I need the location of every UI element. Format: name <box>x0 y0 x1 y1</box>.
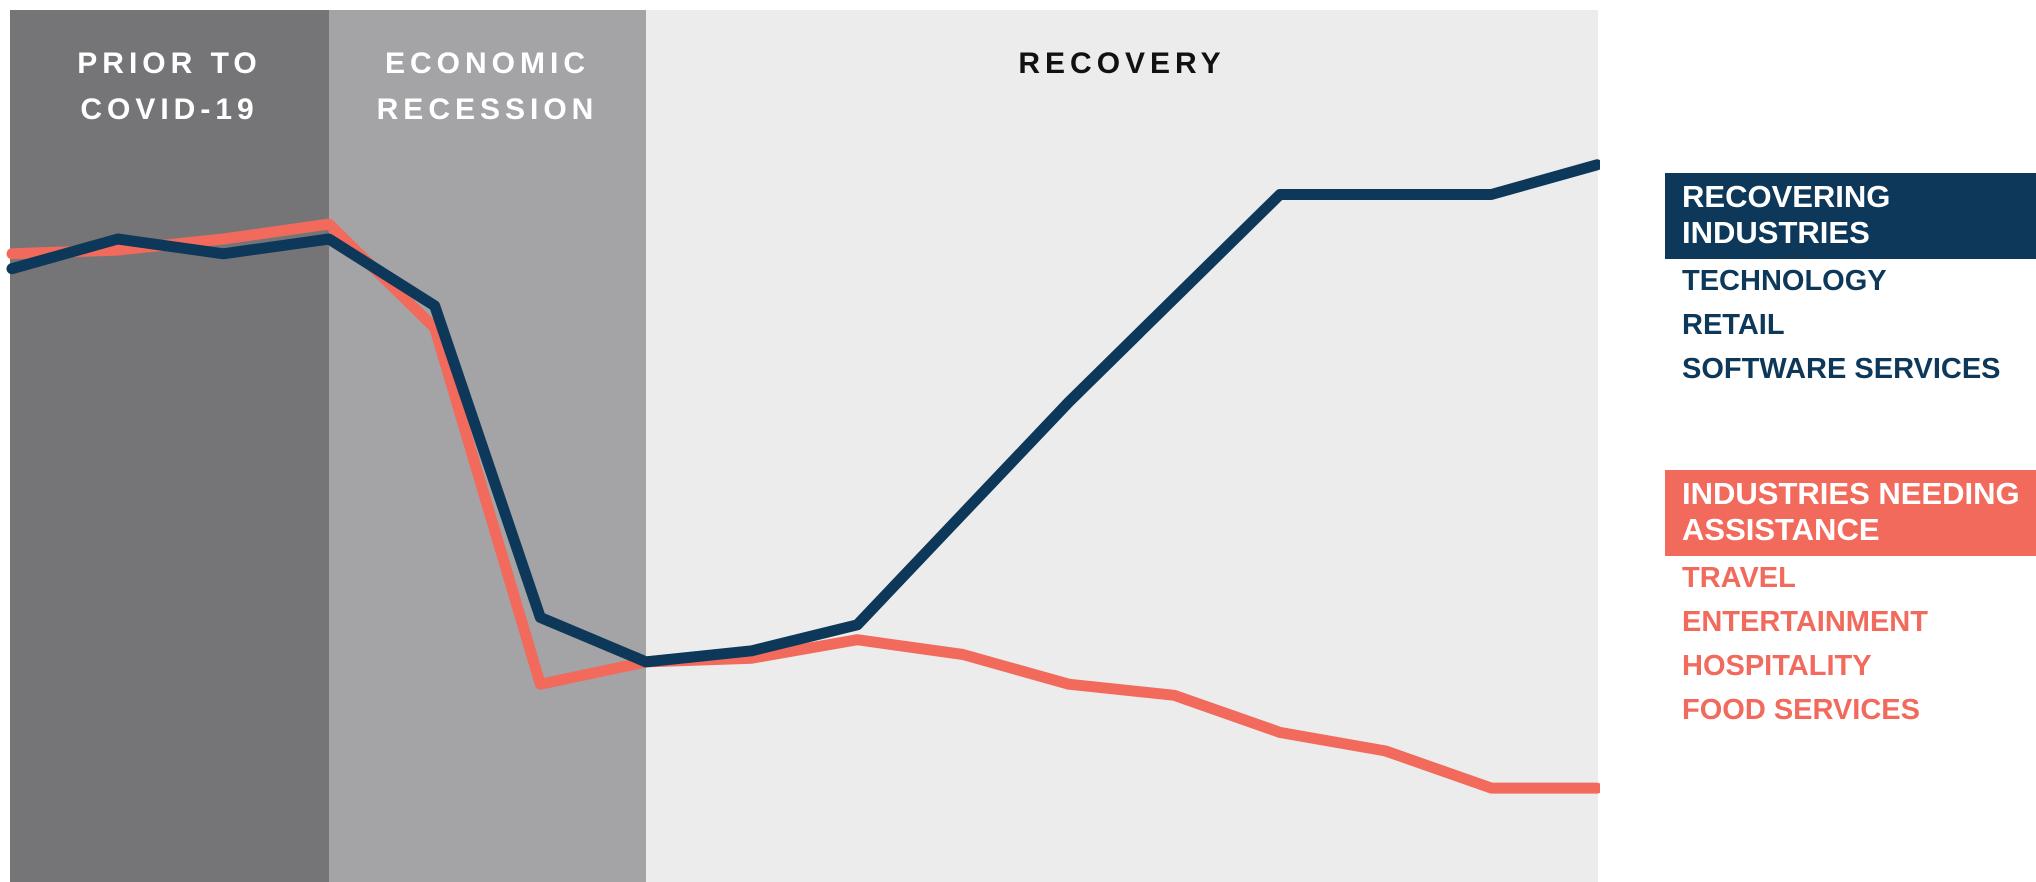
phase-label-recession-line: ECONOMIC <box>385 47 590 80</box>
legend-recovering-header-line: RECOVERING <box>1682 179 1891 214</box>
legend-assistance-header-line: ASSISTANCE <box>1682 512 1880 547</box>
legend-item-food-services: FOOD SERVICES <box>1682 694 1920 726</box>
phase-label-prior-line: COVID-19 <box>80 93 258 126</box>
phase-label-recession: ECONOMIC RECESSION <box>377 47 599 126</box>
series-line-assistance <box>6 218 1600 794</box>
phase-label-recovery-line: RECOVERY <box>1018 47 1225 80</box>
legend-item-entertainment: ENTERTAINMENT <box>1682 606 1928 638</box>
series-line-recovering <box>6 159 1600 668</box>
legend-recovering-header: RECOVERING INDUSTRIES <box>1665 173 2036 259</box>
legend-assistance-header: INDUSTRIES NEEDING ASSISTANCE <box>1665 470 2036 556</box>
legend-item-software-services: SOFTWARE SERVICES <box>1682 353 2001 385</box>
legend-item-hospitality: HOSPITALITY <box>1682 650 1872 682</box>
legend-assistance-header-line: INDUSTRIES NEEDING <box>1682 476 2020 511</box>
legend-recovering-header-line: INDUSTRIES <box>1682 215 1870 250</box>
series-lines <box>6 159 1600 794</box>
phase-label-recession-line: RECESSION <box>377 93 599 126</box>
phase-label-prior: PRIOR TO COVID-19 <box>77 47 261 126</box>
legend-item-retail: RETAIL <box>1682 309 1785 341</box>
legend-item-travel: TRAVEL <box>1682 562 1796 594</box>
phase-label-recovery: RECOVERY <box>1018 47 1225 80</box>
legend-recovering-industries: RECOVERING INDUSTRIES TECHNOLOGY RETAIL … <box>1665 173 2036 391</box>
chart: PRIOR TO COVID-19 ECONOMIC RECESSION RECOVER… <box>6 10 1600 882</box>
phase-label-prior-line: PRIOR TO <box>77 47 261 80</box>
legend-industries-needing-assistance: INDUSTRIES NEEDING ASSISTANCE TRAVEL ENT… <box>1665 470 2036 732</box>
legend-item-technology: TECHNOLOGY <box>1682 265 1887 297</box>
phase-band-prior <box>10 10 329 882</box>
phase-labels: PRIOR TO COVID-19 ECONOMIC RECESSION RECOVER… <box>77 47 1225 126</box>
phase-band-recovery <box>646 10 1598 882</box>
